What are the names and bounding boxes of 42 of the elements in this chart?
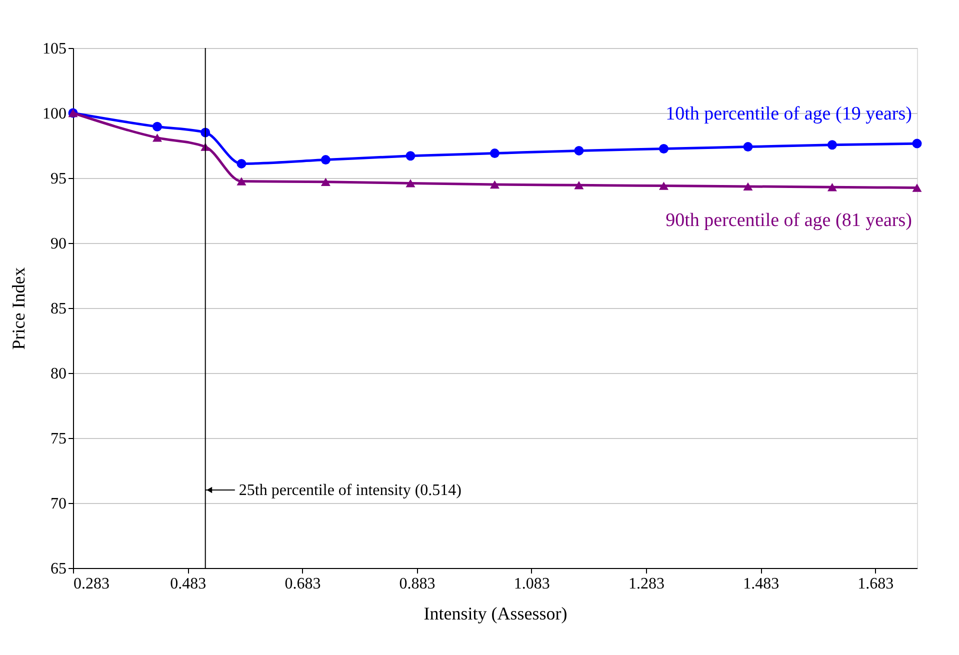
x-tick-label: 1.083 bbox=[514, 576, 550, 592]
x-tick-label: 0.883 bbox=[399, 576, 436, 592]
point bbox=[406, 179, 416, 188]
y-tick-label: 75 bbox=[50, 430, 66, 448]
point bbox=[743, 142, 753, 152]
ref-line-label: 25th percentile of intensity (0.514) bbox=[238, 482, 462, 499]
point bbox=[320, 155, 330, 165]
point bbox=[490, 180, 500, 189]
y-tick-label: 105 bbox=[42, 40, 66, 58]
point bbox=[827, 140, 837, 150]
point bbox=[827, 182, 837, 192]
x-axis-title: Intensity (Assessor) bbox=[424, 604, 568, 624]
series-label: 10th percentile of age (19 years) bbox=[666, 104, 912, 125]
point bbox=[912, 184, 922, 192]
y-tick-label: 80 bbox=[50, 366, 66, 382]
x-tick-label: 0.283 bbox=[74, 576, 110, 592]
point bbox=[659, 144, 668, 154]
x-tick-label: 0.483 bbox=[170, 576, 206, 592]
point bbox=[743, 182, 753, 191]
point bbox=[659, 182, 668, 190]
point bbox=[236, 177, 246, 186]
x-tick-label: 0.683 bbox=[284, 576, 321, 592]
y-tick-label: 65 bbox=[50, 560, 66, 578]
x-tick-label: 1.483 bbox=[743, 576, 780, 592]
point bbox=[406, 151, 416, 161]
point bbox=[152, 134, 162, 142]
y-tick-label: 70 bbox=[50, 496, 66, 512]
point bbox=[574, 181, 584, 190]
point bbox=[490, 148, 500, 158]
x-tick-label: 1.683 bbox=[858, 576, 894, 592]
point bbox=[236, 158, 246, 168]
x-tick-label: 1.283 bbox=[628, 576, 664, 592]
point bbox=[320, 178, 330, 186]
y-tick-label: 85 bbox=[50, 300, 66, 318]
y-axis-title: Price Index bbox=[8, 267, 28, 350]
y-tick-label: 95 bbox=[50, 170, 66, 188]
y-tick-label: 100 bbox=[42, 106, 66, 122]
y-tick-label: 90 bbox=[50, 236, 66, 252]
point bbox=[574, 146, 584, 156]
series-label: 90th percentile of age (81 years) bbox=[666, 210, 912, 231]
point bbox=[152, 122, 162, 132]
point bbox=[912, 138, 922, 148]
